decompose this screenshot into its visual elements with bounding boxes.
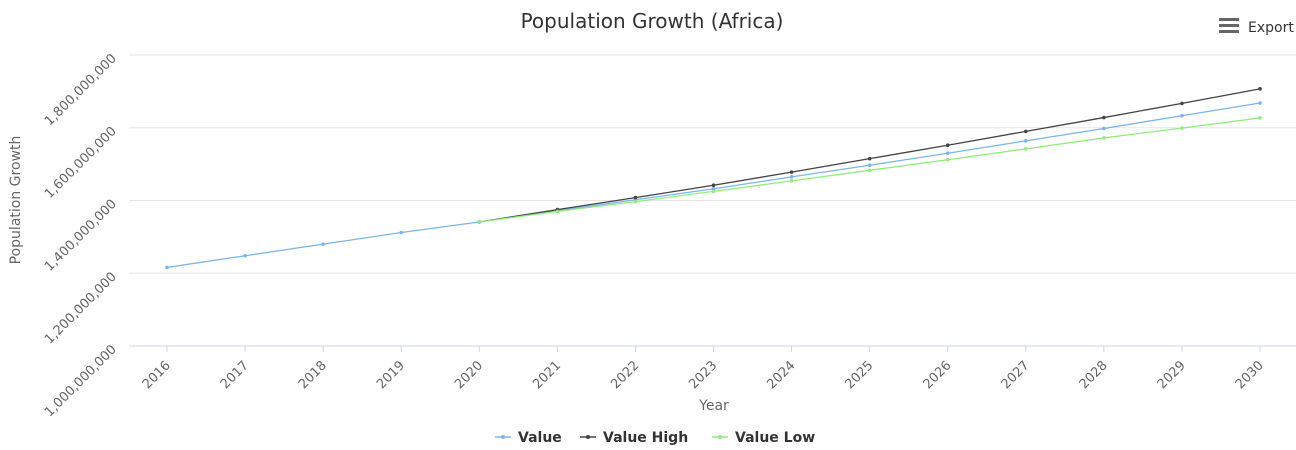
data-point-value[interactable] <box>789 175 794 179</box>
y-axis-ticks: 1,000,000,0001,200,000,0001,400,000,0001… <box>42 51 120 420</box>
x-tick-label: 2020 <box>452 358 486 392</box>
data-point-value-high[interactable] <box>789 170 794 174</box>
menu-icon <box>1219 18 1239 33</box>
data-point-value[interactable] <box>321 242 325 246</box>
x-axis-ticks: 2016 2017 2018 2019 2020 2021 2022 2023 2024 2025… <box>140 346 1267 392</box>
x-tick-label: 2027 <box>999 358 1033 392</box>
data-point-value[interactable] <box>165 265 169 270</box>
data-point-value-low[interactable] <box>1180 126 1184 130</box>
data-point-value-high[interactable] <box>1102 115 1106 120</box>
legend-symbol-marker <box>586 435 590 439</box>
data-point-value[interactable] <box>711 187 716 191</box>
y-tick-label: 1,000,000,000 <box>42 342 120 420</box>
series-lines <box>165 87 1262 270</box>
data-point-value[interactable] <box>1023 139 1028 143</box>
data-point-value-high[interactable] <box>945 143 950 148</box>
data-point-value-low[interactable] <box>1023 147 1028 151</box>
legend-item-value-low[interactable]: Value Low <box>712 430 815 446</box>
data-point-value[interactable] <box>1102 126 1106 131</box>
x-tick-label: 2018 <box>296 358 330 392</box>
data-point-value[interactable] <box>945 151 950 156</box>
x-tick-label: 2016 <box>140 358 174 392</box>
data-point-value-low[interactable] <box>945 157 950 162</box>
chart-title: Population Growth (Africa) <box>521 9 784 33</box>
data-point-value-high[interactable] <box>1258 87 1262 91</box>
x-tick-label: 2023 <box>686 358 720 392</box>
legend-label: Value <box>518 430 562 446</box>
x-tick-label: 2029 <box>1155 358 1189 392</box>
export-label: Export <box>1248 20 1294 36</box>
data-point-value-low[interactable] <box>633 199 638 204</box>
x-tick-label: 2026 <box>921 358 955 392</box>
data-point-value-high[interactable] <box>1180 101 1184 106</box>
legend-symbol-marker <box>718 435 722 439</box>
data-point-value-low[interactable] <box>555 209 560 214</box>
legend-label: Value High <box>603 430 688 446</box>
export-button[interactable]: Export <box>1219 18 1294 36</box>
data-point-value-high[interactable] <box>711 183 716 188</box>
data-point-value-high[interactable] <box>1023 129 1028 134</box>
legend: Value Value High Value Low <box>495 430 815 446</box>
x-tick-label: 2021 <box>530 358 564 392</box>
data-point-value-high[interactable] <box>633 195 638 200</box>
legend-symbol-marker <box>501 435 505 439</box>
data-point-value[interactable] <box>867 163 872 168</box>
x-axis-title: Year <box>698 398 729 414</box>
y-tick-label: 1,200,000,000 <box>42 269 120 347</box>
data-point-value[interactable] <box>1180 113 1184 118</box>
x-tick-label: 2028 <box>1077 358 1111 392</box>
x-tick-label: 2017 <box>218 358 252 392</box>
x-tick-label: 2019 <box>374 358 408 392</box>
y-axis-title: Population Growth <box>8 136 24 265</box>
y-tick-label: 1,600,000,000 <box>42 124 120 202</box>
x-tick-label: 2024 <box>764 358 798 392</box>
data-point-value-low[interactable] <box>477 220 482 224</box>
y-tick-label: 1,400,000,000 <box>42 197 120 275</box>
data-point-value-low[interactable] <box>711 189 716 194</box>
x-tick-label: 2030 <box>1233 358 1267 392</box>
data-point-value[interactable] <box>1258 101 1262 105</box>
data-point-value-low[interactable] <box>789 179 794 183</box>
y-tick-label: 1,800,000,000 <box>42 51 120 129</box>
series-line-value-high <box>479 88 1261 223</box>
data-point-value-high[interactable] <box>867 156 872 161</box>
data-point-value[interactable] <box>399 230 404 235</box>
data-point-value-low[interactable] <box>1102 136 1106 140</box>
legend-label: Value Low <box>735 430 815 446</box>
data-point-value-low[interactable] <box>1258 116 1262 120</box>
legend-item-value[interactable]: Value <box>495 430 562 446</box>
grid-lines <box>129 54 1296 347</box>
data-point-value-low[interactable] <box>867 168 872 173</box>
data-point-value[interactable] <box>243 253 247 258</box>
legend-item-value-high[interactable]: Value High <box>580 430 688 446</box>
x-tick-label: 2022 <box>608 358 642 392</box>
x-tick-label: 2025 <box>842 358 876 392</box>
